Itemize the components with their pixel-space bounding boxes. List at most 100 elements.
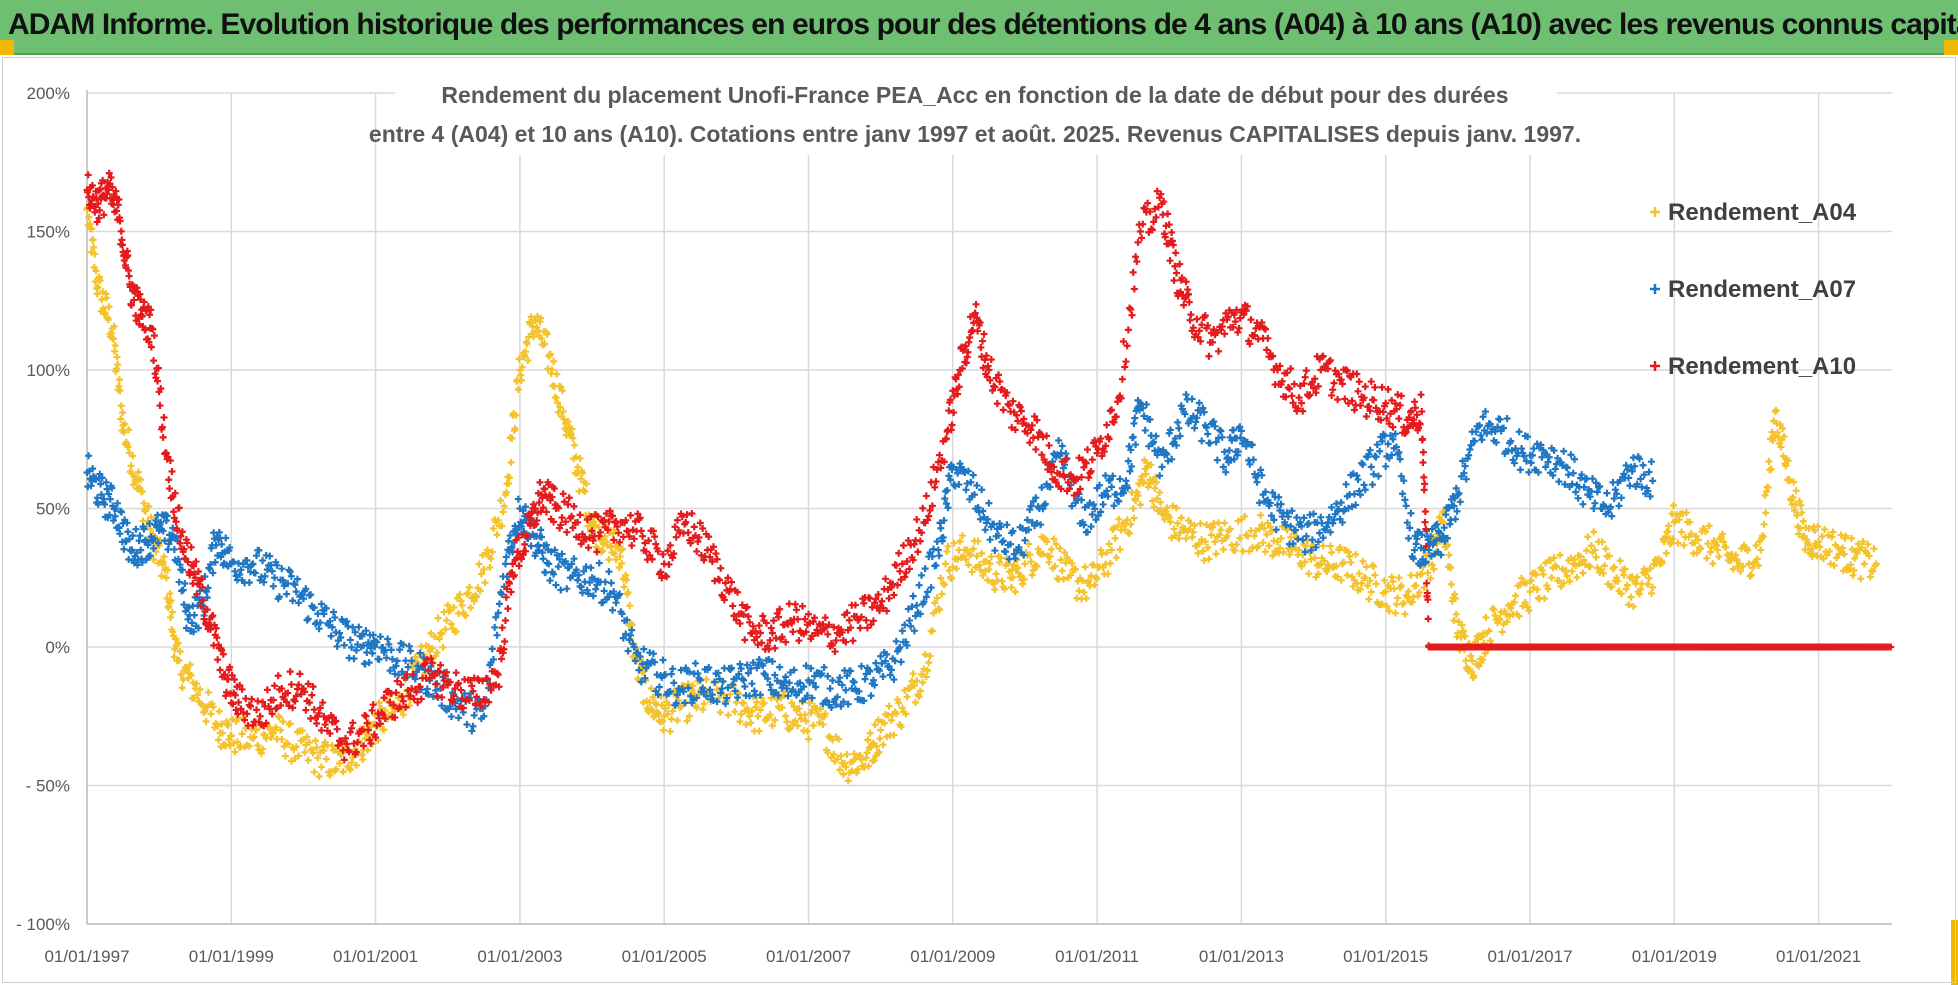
data-point <box>1647 589 1655 597</box>
legend-label: Rendement_A04 <box>1668 199 1857 226</box>
data-point <box>856 624 864 632</box>
data-point <box>919 504 927 512</box>
data-point <box>1307 555 1315 563</box>
data-point <box>1286 551 1293 559</box>
data-point <box>1393 600 1401 608</box>
data-point <box>1368 481 1376 489</box>
data-point <box>844 777 852 785</box>
data-point <box>924 588 932 596</box>
data-point <box>802 717 810 725</box>
data-point <box>925 659 933 667</box>
data-point <box>499 508 507 516</box>
data-point <box>1083 446 1091 454</box>
data-point <box>536 478 544 486</box>
data-point <box>590 518 598 526</box>
data-point <box>1261 548 1269 556</box>
data-point <box>748 707 756 715</box>
data-point <box>790 703 798 711</box>
data-point <box>892 710 900 718</box>
data-point <box>541 340 549 348</box>
data-point <box>815 719 823 727</box>
data-point <box>683 717 691 725</box>
chart-frame <box>2 57 1956 983</box>
data-point <box>197 700 205 708</box>
data-point <box>824 748 832 756</box>
data-point <box>1515 428 1523 436</box>
data-point <box>1279 548 1287 556</box>
data-point <box>795 637 803 645</box>
data-point <box>433 692 441 700</box>
data-point <box>1199 547 1207 555</box>
data-point <box>1525 468 1533 476</box>
data-point <box>523 340 531 348</box>
data-point <box>226 741 234 749</box>
data-point <box>1118 375 1126 383</box>
data-point <box>399 711 407 719</box>
data-point <box>972 300 980 308</box>
data-point <box>259 745 267 753</box>
data-point <box>1212 550 1220 558</box>
data-point <box>935 552 943 560</box>
data-point <box>470 711 478 719</box>
data-point <box>1130 285 1138 293</box>
data-point <box>1372 404 1380 412</box>
data-point <box>508 434 516 442</box>
data-point <box>746 618 754 626</box>
data-point <box>690 523 698 531</box>
data-point <box>1408 598 1416 606</box>
data-point <box>1391 609 1399 617</box>
data-point <box>1071 565 1079 573</box>
data-point <box>1085 474 1093 482</box>
data-point <box>489 525 497 533</box>
data-point <box>96 276 104 284</box>
data-point <box>1344 548 1352 556</box>
data-point <box>964 561 972 569</box>
data-point <box>117 508 125 516</box>
data-point <box>1203 521 1211 529</box>
data-point <box>272 724 280 732</box>
data-point <box>405 642 413 650</box>
data-point <box>732 698 740 706</box>
data-point <box>251 569 259 577</box>
data-point <box>671 523 679 531</box>
data-point <box>795 705 803 713</box>
data-point <box>906 617 914 625</box>
data-point <box>557 383 565 391</box>
data-point <box>438 630 446 638</box>
x-tick-label: 01/01/2005 <box>622 947 707 966</box>
data-point <box>1337 499 1345 507</box>
data-point <box>982 557 990 565</box>
data-point <box>1129 268 1137 276</box>
data-point <box>352 761 360 769</box>
data-point <box>1110 524 1118 532</box>
data-point <box>1378 600 1386 608</box>
data-point <box>91 278 99 286</box>
data-point <box>1341 395 1349 403</box>
data-point <box>1459 627 1467 635</box>
data-point <box>279 718 287 726</box>
data-point <box>1329 386 1337 394</box>
data-point <box>112 365 120 373</box>
data-point <box>1568 567 1576 575</box>
data-point <box>1187 519 1195 527</box>
data-point <box>1007 584 1015 592</box>
data-point <box>1003 521 1011 529</box>
data-point <box>1468 657 1476 665</box>
data-point <box>948 574 956 582</box>
data-point <box>623 576 631 584</box>
data-point <box>742 721 750 729</box>
data-point <box>515 355 523 363</box>
data-point <box>317 763 325 771</box>
data-point <box>501 617 509 625</box>
data-point <box>1603 489 1611 497</box>
data-point <box>937 524 945 532</box>
data-point <box>158 572 166 580</box>
data-point <box>887 716 895 724</box>
data-point <box>245 579 253 587</box>
data-point <box>921 650 929 658</box>
data-point <box>1555 478 1563 486</box>
data-point <box>1152 478 1160 486</box>
data-point <box>92 267 100 275</box>
data-point <box>287 680 295 688</box>
data-point <box>1319 534 1327 542</box>
